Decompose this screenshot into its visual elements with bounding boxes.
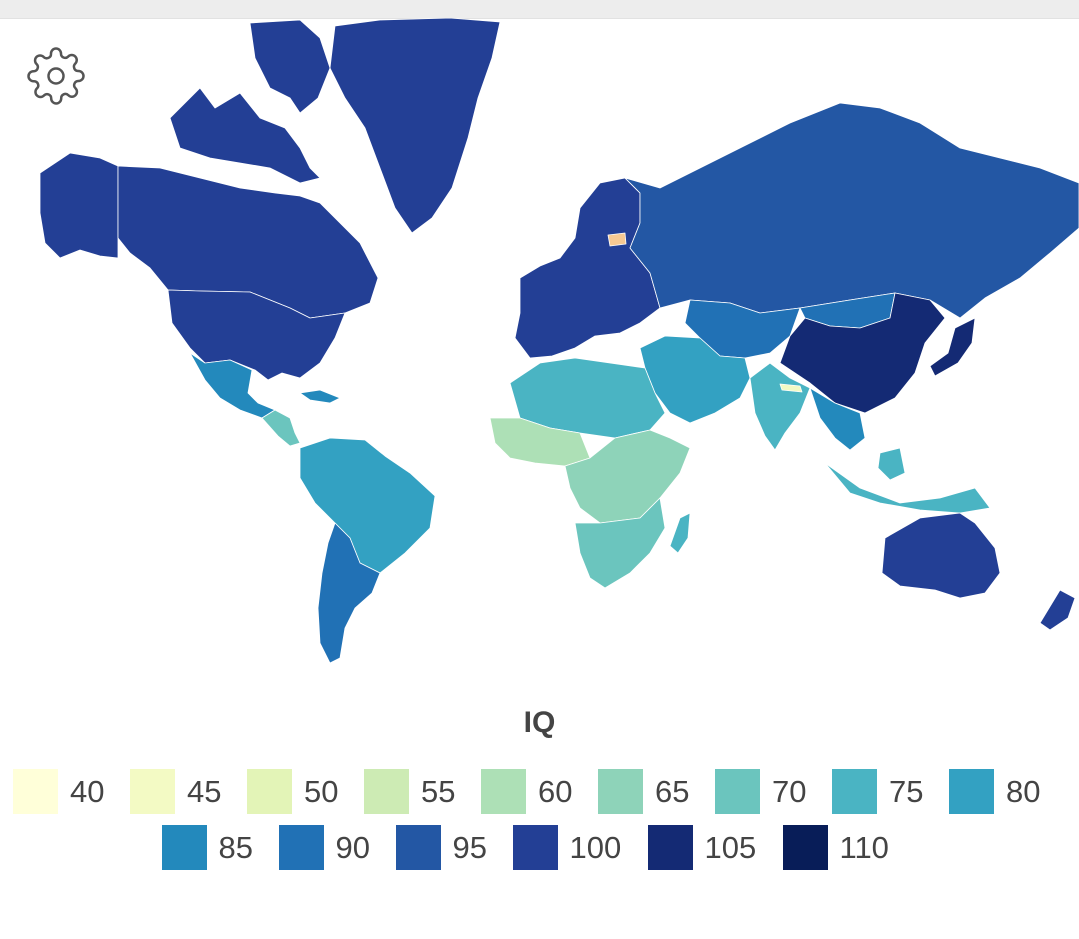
- legend-swatch: [481, 769, 526, 814]
- region-caribbean[interactable]: [299, 389, 341, 404]
- legend-swatch: [949, 769, 994, 814]
- region-madagascar[interactable]: [669, 512, 691, 554]
- legend-label: 90: [335, 829, 370, 865]
- region-central-america[interactable]: [261, 409, 301, 447]
- top-bar: [0, 0, 1079, 19]
- legend-label: 55: [421, 773, 456, 809]
- legend-label: 95: [452, 829, 487, 865]
- legend-item: 85: [161, 825, 279, 870]
- legend-item: 100: [512, 825, 648, 870]
- legend-item: 95: [395, 825, 513, 870]
- region-southeast-asia[interactable]: [809, 387, 866, 451]
- legend-item: 65: [598, 769, 715, 814]
- region-europe[interactable]: [514, 177, 661, 359]
- legend-label: 50: [304, 773, 339, 809]
- region-estonia[interactable]: [607, 232, 627, 247]
- region-russia[interactable]: [624, 102, 1079, 319]
- legend-label: 40: [70, 773, 105, 809]
- region-australia[interactable]: [881, 512, 1001, 599]
- legend-swatch: [832, 769, 877, 814]
- region-greenland[interactable]: [329, 18, 501, 234]
- region-south-america-south[interactable]: [317, 522, 381, 664]
- region-canada-arctic[interactable]: [249, 19, 331, 114]
- legend-swatch: [278, 825, 324, 870]
- legend-label: 80: [1006, 773, 1041, 809]
- legend-item: 90: [278, 825, 396, 870]
- legend-item: 70: [715, 769, 832, 814]
- legend-swatch: [13, 769, 58, 814]
- legend-item: 55: [364, 769, 481, 814]
- region-indonesia[interactable]: [824, 462, 991, 514]
- region-mexico[interactable]: [189, 352, 276, 419]
- legend-label: 110: [839, 829, 889, 865]
- region-india[interactable]: [749, 362, 811, 451]
- region-philippines[interactable]: [877, 447, 906, 481]
- legend-item: 75: [832, 769, 949, 814]
- region-china[interactable]: [779, 292, 946, 414]
- legend-label: 100: [569, 829, 622, 865]
- region-nepal[interactable]: [779, 383, 803, 393]
- region-canada-islands[interactable]: [169, 87, 321, 184]
- legend-swatch: [512, 825, 558, 870]
- gear-icon: [27, 47, 85, 105]
- legend-label: 60: [538, 773, 573, 809]
- region-new-zealand[interactable]: [1039, 589, 1076, 631]
- legend-swatch: [715, 769, 760, 814]
- legend-label: 45: [187, 773, 222, 809]
- legend-label: 105: [704, 829, 757, 865]
- legend-item: 60: [481, 769, 598, 814]
- settings-button[interactable]: [26, 46, 86, 106]
- legend-item: 105: [647, 825, 783, 870]
- legend-title: IQ: [523, 706, 556, 739]
- legend-swatch: [647, 825, 693, 870]
- region-usa[interactable]: [167, 289, 346, 381]
- legend-swatch: [247, 769, 292, 814]
- legend-item: 50: [247, 769, 364, 814]
- legend-swatch: [364, 769, 409, 814]
- legend-swatch: [395, 825, 441, 870]
- region-canada[interactable]: [117, 165, 379, 319]
- region-south-america-north[interactable]: [299, 437, 436, 574]
- legend-label: 85: [218, 829, 253, 865]
- region-central-africa[interactable]: [564, 429, 691, 524]
- legend-swatch: [130, 769, 175, 814]
- legend-swatch: [161, 825, 207, 870]
- region-central-asia[interactable]: [684, 299, 801, 359]
- legend-row-2: 85 90 95 100 105 110: [0, 825, 1079, 870]
- legend-item: 80: [949, 769, 1066, 814]
- legend-swatch: [598, 769, 643, 814]
- world-map[interactable]: [0, 18, 1079, 678]
- legend-item: 40: [13, 769, 130, 814]
- legend-item: 45: [130, 769, 247, 814]
- legend-label: 65: [655, 773, 690, 809]
- legend-swatch: [782, 825, 828, 870]
- region-japan[interactable]: [929, 317, 976, 377]
- legend-item: 110: [782, 825, 918, 870]
- legend-label: 75: [889, 773, 924, 809]
- region-southern-africa[interactable]: [574, 497, 666, 589]
- legend-row-1: 40 45 50 55 60 65 70 75 80: [0, 769, 1079, 814]
- legend-label: 70: [772, 773, 807, 809]
- region-alaska[interactable]: [39, 152, 119, 259]
